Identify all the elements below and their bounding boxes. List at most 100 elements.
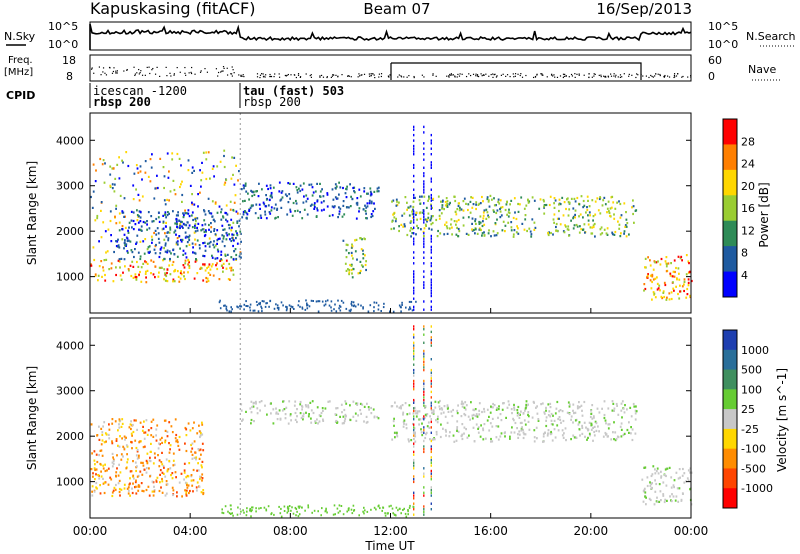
heatmap-cell	[205, 276, 208, 280]
heatmap-cell	[465, 428, 467, 431]
heatmap-cell	[207, 151, 210, 154]
freq-dot	[111, 72, 114, 74]
heatmap-cell	[601, 407, 603, 410]
heatmap-cell	[293, 308, 295, 310]
heatmap-cell	[236, 212, 239, 215]
heatmap-cell	[342, 415, 345, 418]
heatmap-cell	[513, 197, 516, 200]
heatmap-cell	[675, 285, 677, 288]
heatmap-cell	[165, 216, 167, 219]
heatmap-cell	[164, 273, 167, 276]
heatmap-cell	[112, 458, 115, 461]
heatmap-cell	[411, 309, 414, 312]
heatmap-cell	[377, 190, 380, 193]
freq-dot	[259, 76, 261, 79]
heatmap-cell	[285, 309, 288, 312]
heatmap-cell	[445, 221, 448, 224]
heatmap-cell	[658, 284, 661, 287]
heatmap-cell	[585, 426, 587, 429]
heatmap-cell	[404, 512, 407, 515]
heatmap-cell	[345, 243, 348, 246]
heatmap-cell	[129, 494, 131, 497]
heatmap-cell	[456, 420, 459, 423]
heatmap-cell	[432, 438, 434, 441]
heatmap-cell	[229, 224, 231, 227]
heatmap-cell	[345, 187, 347, 190]
heatmap-cell	[567, 225, 570, 228]
heatmap-cell	[280, 198, 283, 201]
heatmap-cell	[294, 506, 297, 509]
heatmap-cell	[226, 309, 228, 312]
heatmap-cell	[652, 268, 655, 271]
heatmap-cell	[98, 265, 101, 268]
heatmap-cell	[181, 225, 183, 228]
heatmap-cell	[612, 402, 615, 405]
heatmap-cell	[593, 416, 595, 419]
heatmap-cell	[473, 228, 475, 232]
heatmap-cell	[467, 208, 469, 212]
heatmap-cell	[201, 433, 204, 436]
heatmap-cell	[625, 235, 628, 238]
heatmap-cell	[290, 305, 292, 308]
heatmap-cell	[166, 469, 169, 472]
heatmap-cell	[422, 417, 424, 420]
heatmap-cell	[188, 224, 191, 227]
heatmap-cell	[166, 483, 169, 486]
freq-dot	[188, 72, 190, 74]
heatmap-cell	[130, 210, 133, 213]
heatmap-cell	[492, 402, 494, 406]
heatmap-cell	[145, 276, 147, 279]
heatmap-cell	[348, 268, 351, 272]
heatmap-cell	[288, 193, 291, 196]
heatmap-cell	[346, 206, 348, 209]
heatmap-cell	[556, 424, 559, 427]
heatmap-cell	[194, 260, 197, 263]
heatmap-cell	[132, 184, 135, 187]
heatmap-cell	[519, 203, 521, 206]
heatmap-cell	[176, 270, 179, 273]
heatmap-cell	[462, 224, 465, 227]
heatmap-cell	[430, 431, 432, 434]
heatmap-cell	[474, 414, 477, 418]
heatmap-cell	[423, 221, 425, 224]
heatmap-cell	[179, 224, 181, 227]
heatmap-cell	[101, 439, 104, 442]
freq-dot	[100, 74, 102, 76]
heatmap-cell	[572, 227, 575, 230]
heatmap-cell	[354, 412, 357, 415]
heatmap-cell	[279, 512, 282, 515]
heatmap-cell	[644, 466, 647, 469]
heatmap-cell	[136, 450, 139, 453]
heatmap-cell	[259, 207, 261, 210]
heatmap-cell	[305, 299, 307, 302]
heatmap-cell	[319, 182, 321, 185]
heatmap-cell	[358, 207, 361, 210]
heatmap-cell	[223, 228, 226, 231]
velocity-heatmap	[90, 318, 693, 518]
heatmap-cell	[154, 456, 156, 459]
heatmap-cell	[363, 420, 365, 423]
freq-dot	[568, 76, 570, 78]
heatmap-cell	[232, 258, 235, 261]
heatmap-cell	[176, 225, 178, 228]
heatmap-cell	[350, 308, 352, 311]
heatmap-cell	[419, 202, 422, 205]
freq-dot	[490, 73, 492, 76]
heatmap-cell	[142, 490, 145, 493]
heatmap-cell	[491, 417, 494, 420]
heatmap-cell	[163, 257, 165, 261]
heatmap-cell	[602, 199, 605, 202]
heatmap-cell	[174, 222, 177, 225]
heatmap-cell	[350, 302, 353, 305]
heatmap-cell	[356, 197, 359, 200]
heatmap-cell	[487, 214, 489, 217]
heatmap-cell	[393, 417, 395, 420]
freq-dot	[170, 75, 172, 77]
heatmap-cell	[319, 195, 322, 198]
heatmap-cell	[601, 232, 604, 235]
heatmap-cell	[445, 225, 448, 228]
heatmap-cell	[656, 282, 659, 285]
heatmap-cell	[402, 225, 405, 228]
heatmap-cell	[139, 240, 142, 243]
freq-dot	[654, 75, 656, 77]
